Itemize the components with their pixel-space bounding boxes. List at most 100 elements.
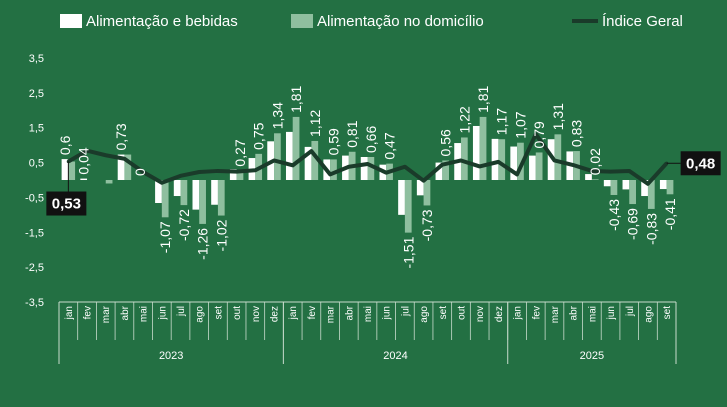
category-label: jan: [64, 306, 75, 320]
data-label: -0,83: [643, 213, 659, 245]
bar-alimentacao-e-bebidas-19: [416, 180, 424, 196]
indice-geral-point-29: [608, 170, 613, 174]
legend: Alimentação e bebidas Alimentação no dom…: [60, 13, 683, 30]
category-label: jan: [513, 306, 524, 320]
data-label: -0,43: [606, 199, 622, 231]
data-label: 0,75: [251, 122, 267, 149]
category-label: out: [456, 306, 467, 320]
data-labels: 0,60,04 0,73 0 -1,07 -0,72-1,26 -1,02 0,270,75…: [57, 85, 678, 268]
bar-alimentacao-e-bebidas-18: [398, 180, 405, 215]
data-label: 1,17: [494, 108, 510, 135]
bar-alimentacao-no-domicilio-18: [404, 180, 412, 233]
bar-alimentacao-e-bebidas-3: [117, 154, 125, 180]
y-tick-label: -2,5: [25, 262, 44, 274]
category-label: mar: [326, 305, 337, 323]
indice-geral-point-24: [515, 172, 519, 177]
year-label: 2023: [159, 350, 183, 362]
data-label: 1,07: [512, 111, 528, 138]
data-label: 0,02: [587, 148, 603, 175]
bar-alimentacao-e-bebidas-12: [285, 131, 293, 180]
bar-alimentacao-e-bebidas-13: [304, 146, 312, 180]
category-label: jul: [400, 306, 411, 317]
bar-alimentacao-e-bebidas-25: [529, 155, 536, 180]
indice-geral-point-27: [571, 163, 575, 167]
bar-alimentacao-e-bebidas-5: [155, 180, 162, 204]
category-label: abr: [569, 305, 580, 320]
data-label: -1,51: [400, 236, 416, 268]
data-label: -0,73: [419, 209, 435, 241]
bar-alimentacao-e-bebidas-23: [491, 138, 499, 180]
bar-alimentacao-e-bebidas-32: [659, 180, 667, 190]
indice-geral-point-32: [665, 161, 669, 165]
data-label: 0,47: [382, 132, 398, 159]
data-label: -0,69: [625, 208, 641, 240]
year-label: 2024: [383, 350, 407, 362]
bar-alimentacao-e-bebidas-16: [360, 156, 368, 180]
bar-alimentacao-no-domicilio-12: [292, 116, 300, 180]
bar-alimentacao-no-domicilio-9: [236, 170, 244, 180]
bar-alimentacao-no-domicilio-8: [217, 180, 225, 216]
bar-alimentacao-e-bebidas-8: [211, 180, 218, 205]
indice-geral-point-23: [496, 160, 500, 164]
y-tick-label: 0,5: [29, 158, 44, 170]
data-label: 0,56: [438, 129, 454, 156]
legend-swatch-alimentacao-no-domicilio: [291, 14, 313, 28]
data-label: 0,83: [569, 120, 585, 147]
bar-alimentacao-no-domicilio-19: [423, 180, 431, 206]
y-tick-label: 1,5: [29, 123, 44, 135]
category-label: jun: [606, 306, 617, 320]
category-label: nov: [475, 306, 486, 322]
bar-alimentacao-no-domicilio-26: [554, 134, 562, 180]
bar-alimentacao-e-bebidas-28: [585, 174, 592, 180]
indice-geral-point-10: [253, 168, 257, 172]
data-label: -0,41: [662, 198, 678, 230]
bar-alimentacao-no-domicilio-22: [479, 116, 487, 180]
category-label: mai: [139, 306, 150, 322]
category-label: set: [662, 306, 673, 320]
category-label: ago: [419, 306, 430, 323]
indice-geral-point-5: [160, 181, 164, 185]
bar-alimentacao-no-domicilio-29: [610, 180, 618, 195]
category-label: mar: [101, 305, 112, 323]
x-axis: jan fev mar abr mai jun jul ago set out nov dez jan f…: [58, 301, 677, 364]
data-label: 0,81: [344, 120, 360, 147]
year-label: 2025: [580, 350, 604, 362]
category-label: mar: [550, 305, 561, 323]
bar-alimentacao-e-bebidas-20: [435, 162, 443, 180]
y-tick-label: -0,5: [25, 192, 44, 204]
category-label: out: [232, 306, 243, 320]
indice-geral-point-3: [122, 157, 127, 161]
bar-alimentacao-no-domicilio-20: [442, 160, 450, 180]
data-label: -1,02: [213, 219, 229, 251]
legend-label-alimentacao-e-bebidas: Alimentação e bebidas: [86, 13, 238, 30]
category-label: ago: [195, 306, 206, 323]
bar-alimentacao-e-bebidas-29: [603, 180, 611, 187]
category-label: nov: [251, 306, 262, 322]
bar-alimentacao-no-domicilio-16: [367, 156, 375, 180]
indice-geral-point-30: [627, 169, 631, 173]
indice-geral-point-13: [309, 149, 314, 153]
data-label: 0,66: [363, 126, 379, 153]
indice-geral-point-9: [235, 170, 239, 174]
data-label: -1,26: [195, 228, 211, 260]
y-tick-label: -1,5: [25, 227, 44, 239]
indice-geral-point-21: [459, 158, 463, 163]
callout-box: [46, 191, 87, 216]
category-label: abr: [344, 305, 355, 320]
category-label: ago: [643, 306, 654, 323]
data-label: 1,12: [307, 109, 323, 136]
y-tick-label: -3,5: [25, 297, 44, 309]
y-tick-label: 3,5: [29, 53, 44, 65]
category-label: jul: [176, 306, 187, 317]
indice-geral-point-18: [403, 165, 407, 169]
bar-alimentacao-e-bebidas-22: [472, 125, 480, 180]
indice-geral-point-14: [328, 172, 332, 177]
indice-geral-point-6: [178, 174, 183, 178]
callout-box: [680, 151, 721, 176]
data-label: -1,07: [157, 221, 173, 253]
indice-geral-point-7: [197, 170, 201, 174]
y-tick-label: 2,5: [29, 88, 44, 100]
bar-alimentacao-e-bebidas-0: [61, 159, 69, 180]
category-label: jan: [288, 306, 299, 320]
indice-geral-point-28: [590, 169, 594, 173]
